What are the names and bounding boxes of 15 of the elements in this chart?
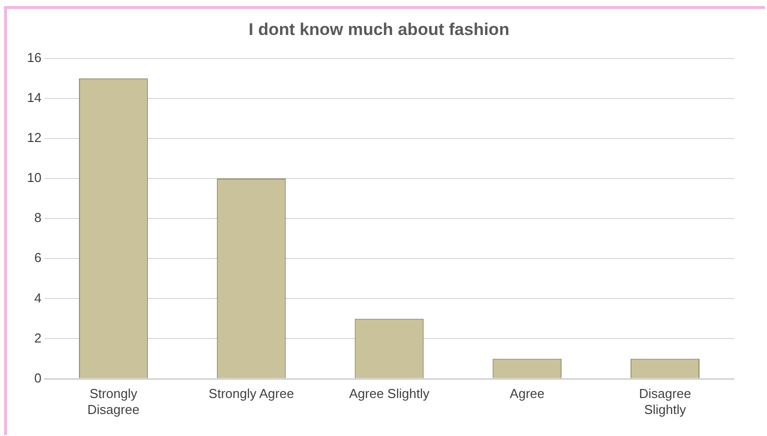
y-tick-label: 8 bbox=[34, 210, 42, 226]
y-tick-label: 2 bbox=[34, 330, 42, 346]
chart-title: I dont know much about fashion bbox=[248, 20, 510, 39]
y-tick-label: 4 bbox=[34, 290, 42, 306]
y-tick-label: 12 bbox=[26, 130, 42, 146]
x-tick-label: Strongly Disagree bbox=[87, 386, 140, 417]
x-tick-label: Disagree Slightly bbox=[639, 386, 692, 417]
y-tick-label: 10 bbox=[26, 170, 42, 186]
y-tick-label: 16 bbox=[26, 50, 42, 65]
x-tick-label: Agree bbox=[510, 386, 544, 402]
y-tick-label: 0 bbox=[34, 370, 42, 386]
x-tick-label: Strongly Agree bbox=[208, 386, 294, 402]
y-tick-label: 14 bbox=[26, 90, 42, 106]
x-tick-label: Agree Slightly bbox=[349, 386, 430, 402]
y-tick-label: 6 bbox=[34, 250, 42, 266]
